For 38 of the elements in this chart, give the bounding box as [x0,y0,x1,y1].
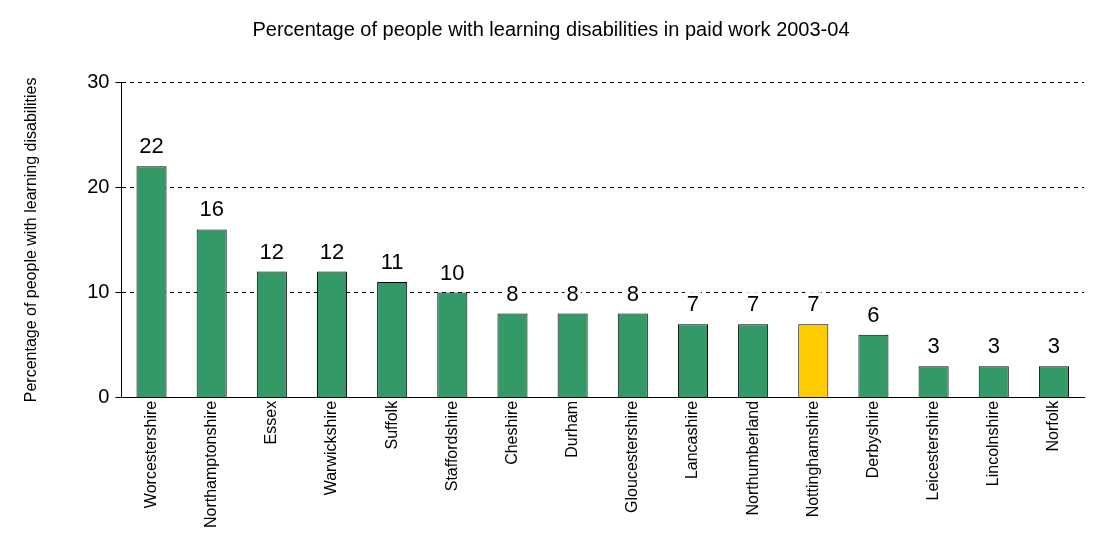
chart-title: Percentage of people with learning disabilities in paid work 2003-04 [252,17,850,40]
data-label: 8 [506,280,519,306]
data-label: 11 [380,249,404,275]
data-label: 3 [1047,333,1061,359]
data-label: 6 [867,301,880,327]
data-label: 7 [747,291,760,317]
data-label: 3 [927,333,940,359]
x-tick-label: Worcestershire [141,400,159,509]
data-label: 10 [440,259,465,285]
x-tick-label: Leicestershire [924,400,942,501]
x-tick-label: Suffolk [382,399,400,450]
y-tick-label: 0 [98,385,110,408]
data-label: 3 [987,333,1000,359]
x-tick-label: Warwickshire [322,400,340,496]
x-tick-label: Lincolnshire [984,400,1002,487]
x-tick-label: Staffordshire [442,400,460,492]
y-axis-title: Percentage of people with learning disabilities [22,77,40,403]
x-tick-label: Cheshire [502,400,520,465]
x-tick-label: Derbyshire [863,400,881,479]
x-tick-label: Gloucestershire [623,400,641,513]
data-label: 8 [566,280,579,306]
y-tick-label: 30 [87,69,110,92]
data-label: 12 [259,238,285,264]
data-label: 7 [807,291,820,317]
data-label: 16 [199,196,224,222]
x-tick-label: Northamptonshire [202,400,220,528]
data-label: 12 [319,238,345,264]
y-tick-label: 10 [87,280,110,303]
x-tick-label: Durham [563,400,581,458]
data-label: 8 [626,280,639,306]
x-tick-label: Northumberland [743,400,761,516]
data-label: 7 [686,291,700,317]
x-tick-label: Lancashire [683,400,701,480]
x-tick-label: Essex [262,400,280,445]
y-tick-label: 20 [87,174,110,197]
x-tick-label: Norfolk [1044,399,1062,452]
x-tick-label: Nottinghamshire [803,400,821,518]
data-label: 22 [139,133,164,159]
